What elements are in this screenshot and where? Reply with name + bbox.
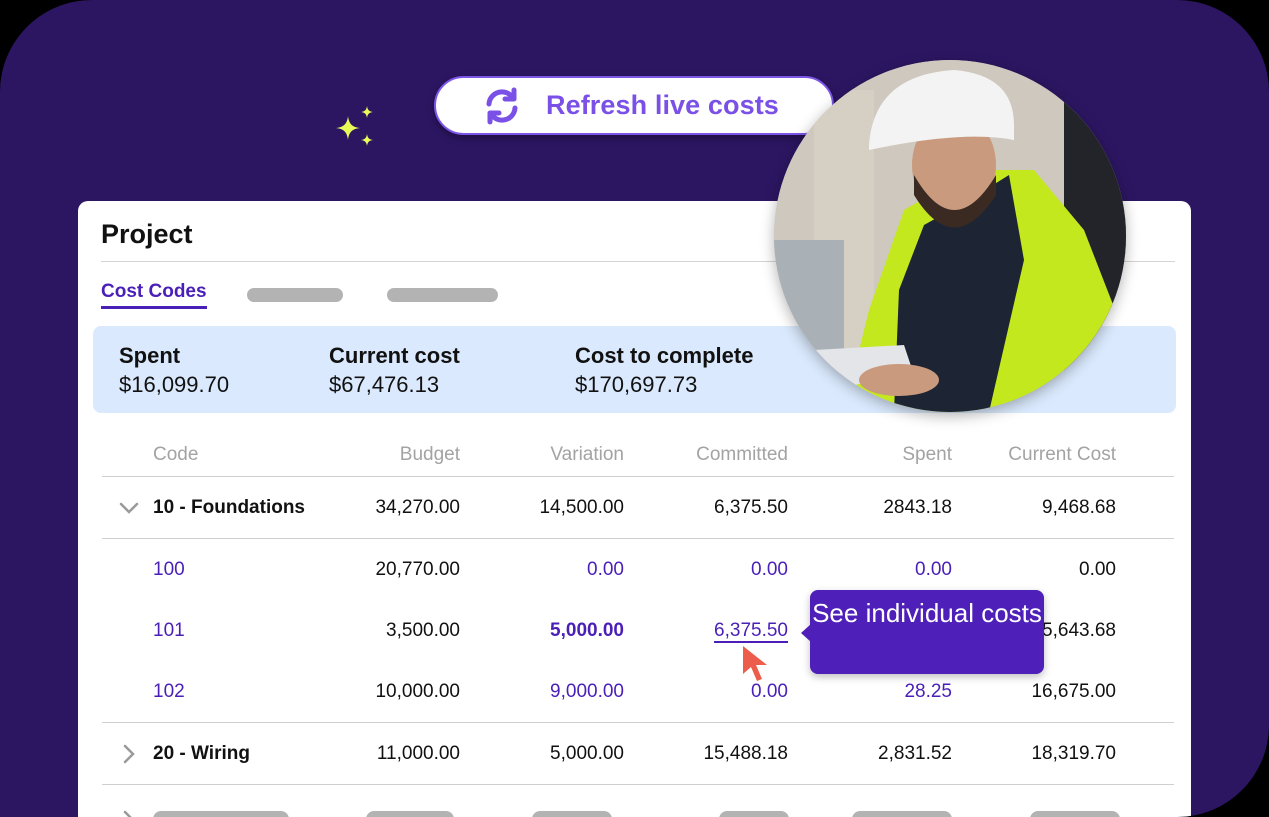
cell-current-cost: 9,468.68 xyxy=(1042,496,1116,518)
divider xyxy=(102,538,1174,539)
refresh-icon xyxy=(486,87,518,124)
tab-placeholder-2[interactable] xyxy=(386,288,498,302)
worker-photo xyxy=(774,60,1126,412)
see-individual-costs-tooltip: See individual costs xyxy=(801,590,1044,674)
cell-budget: 3,500.00 xyxy=(386,619,460,641)
cell-variation: 14,500.00 xyxy=(539,496,624,518)
skeleton-bar xyxy=(1030,811,1120,817)
cell-variation-link[interactable]: 9,000.00 xyxy=(550,680,624,702)
cell-spent: 2843.18 xyxy=(883,496,952,518)
table-header: Code Budget Variation Committed Spent Cu… xyxy=(102,431,1174,476)
mouse-cursor-icon xyxy=(743,646,767,681)
cell-current-cost: 5,643.68 xyxy=(1042,619,1116,641)
summary-cost-to-complete: Cost to complete $170,697.73 xyxy=(575,342,753,400)
cell-current-cost: 16,675.00 xyxy=(1031,680,1116,702)
summary-spent: Spent $16,099.70 xyxy=(119,342,229,400)
table-row-group[interactable]: 10 - Foundations 34,270.00 14,500.00 6,3… xyxy=(102,477,1174,538)
table-row-group[interactable]: 20 - Wiring 11,000.00 5,000.00 15,488.18… xyxy=(102,723,1174,784)
cell-committed-link[interactable]: 6,375.50 xyxy=(714,600,788,661)
cell-committed: 6,375.50 xyxy=(714,496,788,518)
cell-budget: 11,000.00 xyxy=(376,742,460,764)
cell-code: 10 - Foundations xyxy=(153,496,305,518)
col-budget[interactable]: Budget xyxy=(399,444,460,465)
table-row: 102 10,000.00 9,000.00 0.00 28.25 16,675… xyxy=(102,661,1174,722)
cell-current-cost: 18,319.70 xyxy=(1031,742,1116,764)
col-code[interactable]: Code xyxy=(153,444,199,465)
cell-budget: 34,270.00 xyxy=(375,496,460,518)
refresh-label: Refresh live costs xyxy=(546,90,779,120)
summary-current-cost: Current cost $67,476.13 xyxy=(329,342,460,400)
cell-code-link[interactable]: 101 xyxy=(153,619,185,641)
summary-value: $170,697.73 xyxy=(575,372,698,397)
committed-link[interactable]: 6,375.50 xyxy=(714,619,788,641)
cell-budget: 20,770.00 xyxy=(375,558,460,580)
divider xyxy=(102,784,1174,785)
cell-spent-link[interactable]: 0.00 xyxy=(915,558,952,580)
cell-variation-link[interactable]: 0.00 xyxy=(587,558,624,580)
summary-label: Spent xyxy=(119,343,181,368)
cell-spent: 2,831.52 xyxy=(878,742,952,764)
summary-value: $16,099.70 xyxy=(119,372,230,397)
table-row: 100 20,770.00 0.00 0.00 0.00 0.00 xyxy=(102,539,1174,600)
cell-committed: 15,488.18 xyxy=(703,742,788,764)
col-current-cost[interactable]: Current Cost xyxy=(1008,444,1116,465)
table-row: 101 3,500.00 5,000.00 6,375.50 5,643.68 xyxy=(102,600,1174,661)
tab-cost-codes[interactable]: Cost Codes xyxy=(101,281,207,309)
skeleton-bar xyxy=(153,811,289,817)
divider xyxy=(102,476,1174,477)
cell-committed-link[interactable]: 0.00 xyxy=(751,680,788,702)
col-committed[interactable]: Committed xyxy=(696,444,788,465)
divider xyxy=(101,261,1175,262)
cell-committed-link[interactable]: 0.00 xyxy=(751,558,788,580)
cell-code-link[interactable]: 100 xyxy=(153,558,185,580)
cell-budget: 10,000.00 xyxy=(375,680,460,702)
skeleton-bar xyxy=(366,811,454,817)
table-row-placeholder[interactable] xyxy=(102,785,1174,817)
tab-placeholder-1[interactable] xyxy=(246,288,343,302)
summary-value: $67,476.13 xyxy=(329,372,440,397)
cell-current-cost: 0.00 xyxy=(1079,558,1116,580)
cell-spent-link[interactable]: 28.25 xyxy=(904,680,952,702)
skeleton-bar xyxy=(719,811,789,817)
cell-variation: 5,000.00 xyxy=(550,742,624,764)
skeleton-bar xyxy=(532,811,612,817)
chevron-right-icon[interactable] xyxy=(118,743,140,765)
cell-code-link[interactable]: 102 xyxy=(153,680,185,702)
cell-code: 20 - Wiring xyxy=(153,742,250,764)
page-title: Project xyxy=(101,219,193,249)
cell-variation-link[interactable]: 5,000.00 xyxy=(550,619,624,641)
col-variation[interactable]: Variation xyxy=(550,444,624,465)
chevron-right-icon[interactable] xyxy=(118,809,140,817)
chevron-down-icon[interactable] xyxy=(118,497,140,519)
skeleton-bar xyxy=(852,811,952,817)
sparkles-icon xyxy=(336,106,373,146)
col-spent[interactable]: Spent xyxy=(902,444,952,465)
divider xyxy=(102,722,1174,723)
tab-bar: Cost Codes xyxy=(101,281,498,309)
summary-label: Current cost xyxy=(329,343,460,368)
summary-label: Cost to complete xyxy=(575,343,754,368)
refresh-live-costs-button[interactable]: Refresh live costs xyxy=(434,76,834,135)
cost-codes-table: Code Budget Variation Committed Spent Cu… xyxy=(102,431,1174,817)
